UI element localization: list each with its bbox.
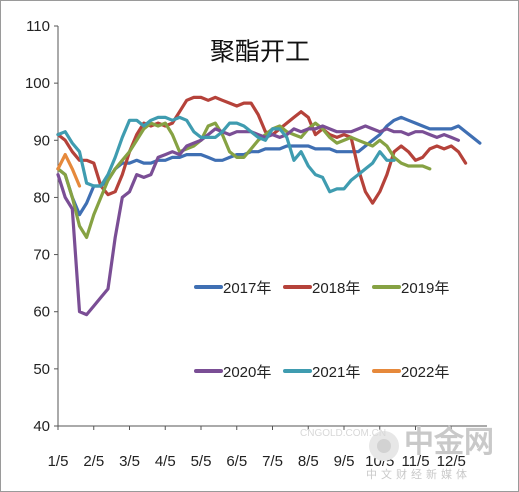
x-tick-label: 1/5 [48,453,69,470]
legend-label: 2021年 [312,364,360,381]
y-tick-label: 110 [26,18,50,35]
x-tick-label: 9/5 [334,453,355,470]
y-tick-label: 50 [33,361,50,378]
y-tick-label: 90 [33,132,50,149]
legend-label: 2018年 [312,280,360,297]
x-tick-label: 6/5 [226,453,247,470]
y-tick-label: 100 [25,75,50,92]
legend-label: 2022年 [401,364,449,381]
legend-label: 2017年 [223,280,271,297]
x-tick-group: 1/5 2/5 3/5 4/5 5/5 6/5 7/5 8/5 9/5 10/5 11/5 12/5 [48,426,466,470]
x-tick-label: 12/5 [437,453,466,470]
watermark: CNGOLD.COM.CN 中金网 中文财经新媒体 [300,425,494,481]
x-tick-label: 4/5 [155,453,176,470]
x-tick-label: 5/5 [191,453,212,470]
x-tick-label: 11/5 [401,453,429,470]
x-tick-label: 2/5 [83,453,104,470]
series-line-4 [56,124,460,317]
x-tick-label: 7/5 [262,453,283,470]
watermark-url: CNGOLD.COM.CN [300,428,386,439]
series-line-3 [56,121,432,239]
axes: 40 50 60 70 80 90 100 110 1/5 2/5 3/5 4/5 5/5 6/5 7/5… [25,18,487,470]
watermark-tagline: 中文财经新媒体 [366,467,471,481]
watermark-brand: 中金网 [404,425,494,460]
y-tick-group: 40 50 60 70 80 90 100 110 [25,18,58,435]
chart-title: 聚酯开工 [210,37,310,66]
y-tick-label: 40 [33,418,50,435]
y-tick-label: 70 [33,247,50,264]
x-tick-label: 3/5 [119,453,140,470]
series-line-5 [56,115,396,194]
x-tick-label: 8/5 [298,453,319,470]
series-line-2 [56,95,468,205]
series-line-1 [56,115,482,217]
legend-label: 2020年 [223,364,271,381]
series-line-6 [56,153,82,188]
legend: 2017年 2018年 2019年 2020年 2021年 2022年 [194,280,449,381]
y-tick-label: 80 [33,189,50,206]
watermark-logo-core [377,439,391,453]
y-tick-label: 60 [33,304,50,321]
legend-label: 2019年 [401,280,449,297]
series-lines [56,95,482,317]
